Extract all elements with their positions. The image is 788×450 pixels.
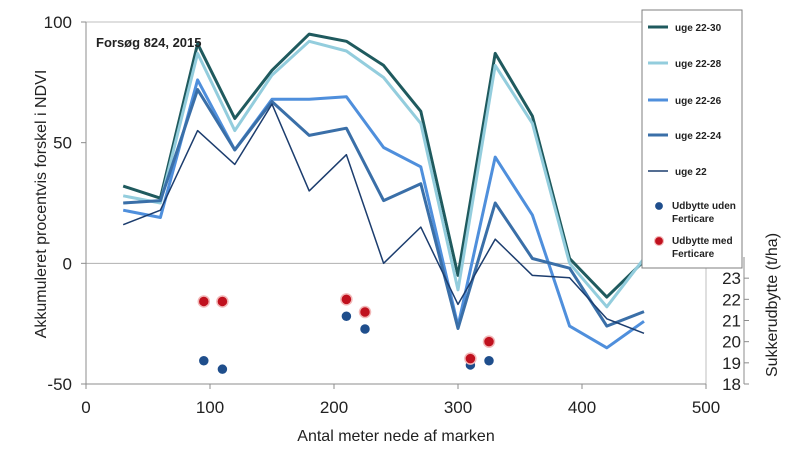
- y2-tick-label: 19: [722, 354, 741, 373]
- y-tick-label: -50: [47, 375, 72, 394]
- legend-label-uden-line1: Udbytte uden: [672, 201, 736, 212]
- y-tick-label: 100: [44, 13, 72, 32]
- legend-label-4: uge 22-24: [675, 131, 722, 142]
- scatter-point-med: [358, 305, 372, 319]
- y2-axis-title: Sukkerudbytte (t/ha): [764, 233, 781, 377]
- scatter-point-med: [340, 293, 353, 306]
- series-line-1: [122, 32, 646, 299]
- series-line-3: [122, 78, 645, 350]
- x-tick-label: 300: [444, 398, 472, 417]
- plot-border: [85, 21, 707, 385]
- y2-tick-label: 21: [722, 312, 741, 331]
- y-axis-title: Akkumuleret procentvis forskel i NDVI: [33, 70, 50, 339]
- legend-label-3: uge 22-26: [675, 96, 722, 107]
- legend-marker-uden: [653, 200, 665, 212]
- legend: uge 22-30 uge 22-28 uge 22-26 uge 22-24 uge …: [641, 9, 743, 269]
- scatter-point-uden: [216, 362, 229, 376]
- y-tick-label: 0: [63, 254, 72, 273]
- y-tick-label: 50: [53, 134, 72, 153]
- x-tick-label: 200: [320, 398, 348, 417]
- series-lines: [122, 32, 646, 350]
- legend-label-5: uge 22: [675, 167, 707, 178]
- scatter-point-med: [464, 352, 477, 365]
- scatter-point-uden: [197, 354, 211, 367]
- x-tick-label: 500: [692, 398, 720, 417]
- y2-tick-label: 23: [722, 269, 741, 288]
- legend-label-1: uge 22-30: [675, 23, 722, 34]
- legend-label-uden-line2: Ferticare: [672, 214, 715, 225]
- series-line-5: [122, 103, 645, 334]
- tick-labels: 0 100 200 300 400 500 -50 0 50 100 18 19 20 21 22 23: [44, 13, 741, 417]
- scatter-point-med: [197, 295, 211, 308]
- legend-label-med-line2: Ferticare: [672, 249, 715, 260]
- scatter-points: [197, 293, 496, 376]
- axes: [81, 21, 749, 389]
- legend-label-2: uge 22-28: [675, 59, 722, 70]
- plot-area: [85, 21, 707, 385]
- chart-annotation: Forsøg 824, 2015: [96, 35, 202, 50]
- series-line-4: [123, 88, 645, 330]
- legend-marker-med: [653, 235, 665, 247]
- x-tick-label: 100: [196, 398, 224, 417]
- scatter-point-uden: [340, 310, 353, 323]
- scatter-point-uden: [358, 322, 372, 336]
- legend-label-med-line1: Udbytte med: [672, 236, 733, 247]
- y2-tick-label: 20: [722, 333, 741, 352]
- x-tick-label: 0: [81, 398, 90, 417]
- scatter-point-med: [216, 295, 229, 308]
- scatter-point-uden: [482, 354, 496, 367]
- x-axis-title: Antal meter nede af marken: [297, 428, 494, 445]
- y2-tick-label: 18: [722, 375, 741, 394]
- series-line-2: [122, 39, 646, 309]
- y2-tick-label: 22: [722, 290, 741, 309]
- scatter-point-med: [482, 335, 496, 348]
- legend-box: [641, 9, 743, 269]
- x-tick-label: 400: [568, 398, 596, 417]
